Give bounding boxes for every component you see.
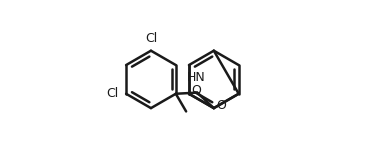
Text: O: O: [191, 84, 201, 97]
Text: O: O: [216, 99, 226, 112]
Text: Cl: Cl: [145, 32, 157, 45]
Text: Cl: Cl: [106, 87, 119, 100]
Text: HN: HN: [187, 72, 206, 84]
